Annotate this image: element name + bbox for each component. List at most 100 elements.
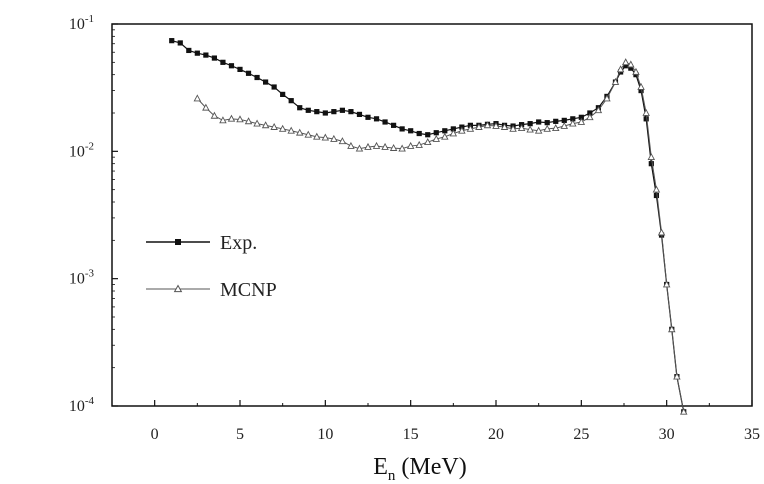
y-tick-mantissa: 10 [69, 398, 85, 415]
data-point [322, 110, 328, 116]
data-point [657, 228, 666, 236]
data-point [321, 133, 330, 141]
data-point [466, 124, 475, 132]
data-point [561, 117, 567, 123]
data-point [347, 141, 355, 149]
data-point [483, 121, 492, 129]
data-point [611, 77, 620, 85]
x-axis-title: En (MeV) [373, 454, 466, 484]
data-point [220, 59, 226, 65]
data-point [441, 132, 449, 140]
data-point [254, 74, 260, 81]
legend: Exp. MCNP [146, 232, 277, 301]
data-point [509, 124, 517, 132]
legend-entry: Exp. [146, 232, 257, 254]
data-point [632, 67, 640, 75]
data-point [647, 153, 656, 161]
data-point [442, 128, 448, 134]
data-point [338, 137, 347, 145]
data-point [211, 55, 217, 61]
legend-marker [173, 284, 183, 293]
data-point [331, 109, 337, 115]
x-tick-label: 0 [151, 426, 159, 443]
y-tick-exponent: -4 [85, 395, 95, 407]
y-tick-exponent: -3 [85, 268, 95, 280]
data-point [679, 407, 688, 415]
y-tick-exponent: -1 [85, 13, 94, 25]
data-point [381, 142, 389, 150]
y-tick-label: 10-3 [69, 268, 95, 288]
x-axis-title-main: E [373, 454, 388, 480]
data-point [339, 107, 345, 113]
x-tick-label: 35 [744, 426, 760, 443]
x-tick-label: 30 [659, 426, 675, 443]
x-tick-label: 25 [573, 426, 589, 443]
data-point [569, 119, 577, 127]
data-point [245, 70, 252, 76]
data-point [449, 129, 458, 137]
data-point [304, 130, 313, 138]
series-layer [169, 38, 688, 415]
data-point [526, 125, 534, 133]
data-point [623, 63, 629, 69]
y-tick-mantissa: 10 [69, 271, 85, 288]
data-point [543, 124, 551, 132]
data-point [228, 63, 235, 69]
series-line [196, 61, 685, 412]
data-point [415, 140, 423, 148]
data-point [603, 94, 611, 102]
data-point [577, 117, 586, 125]
data-point [373, 116, 380, 122]
data-point [297, 105, 303, 111]
data-point [416, 130, 422, 137]
data-point [203, 52, 209, 58]
data-point [193, 94, 202, 102]
y-tick-label: 10-2 [69, 140, 94, 160]
data-point [314, 109, 320, 115]
x-axis: 0 5 10 15 20 25 30 35 [111, 400, 760, 443]
data-point [364, 142, 372, 150]
data-point [642, 108, 650, 116]
data-point [432, 134, 441, 142]
data-point [433, 130, 439, 136]
data-point [621, 58, 630, 66]
y-tick-mantissa: 10 [69, 143, 85, 160]
data-point [186, 47, 192, 54]
data-point [587, 110, 593, 116]
data-point [270, 122, 278, 130]
legend-label: Exp. [220, 232, 257, 254]
series-mcnp [193, 58, 688, 415]
data-point [475, 122, 483, 130]
data-point [662, 280, 671, 288]
legend-entry: MCNP [146, 279, 277, 301]
data-point [553, 118, 559, 124]
data-point [544, 120, 550, 126]
data-point [450, 126, 456, 132]
data-point [594, 106, 603, 114]
data-point [492, 121, 500, 129]
y-tick-mantissa: 10 [69, 16, 85, 33]
plot-frame [111, 23, 753, 407]
data-point [458, 126, 466, 134]
data-point [398, 144, 406, 152]
data-point [648, 161, 654, 167]
data-point [169, 38, 175, 44]
data-point [652, 185, 661, 193]
data-point [219, 116, 227, 124]
data-point [560, 121, 569, 129]
data-point [365, 114, 371, 120]
x-axis-title-sub: n [388, 468, 396, 484]
legend-label: MCNP [220, 279, 277, 301]
data-point [244, 117, 253, 125]
x-tick-label: 5 [236, 426, 244, 443]
x-tick-label: 20 [488, 426, 504, 443]
data-point [668, 325, 676, 333]
data-point [330, 134, 338, 142]
data-point [210, 111, 219, 119]
data-point [423, 138, 432, 146]
data-point [586, 113, 594, 121]
data-point [356, 111, 363, 118]
data-point [236, 115, 244, 123]
data-point [263, 79, 269, 85]
data-point [271, 84, 277, 90]
